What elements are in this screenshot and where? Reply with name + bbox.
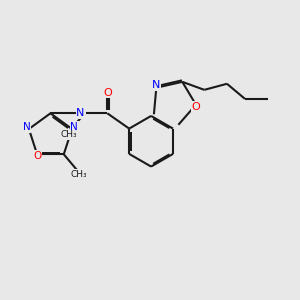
- Text: O: O: [103, 88, 112, 98]
- Text: N: N: [70, 122, 78, 132]
- Text: O: O: [33, 151, 41, 161]
- Text: CH₃: CH₃: [70, 170, 87, 179]
- Text: CH₃: CH₃: [61, 130, 77, 139]
- Text: N: N: [23, 122, 31, 132]
- Text: N: N: [152, 80, 160, 90]
- Text: N: N: [76, 108, 85, 118]
- Text: O: O: [192, 102, 200, 112]
